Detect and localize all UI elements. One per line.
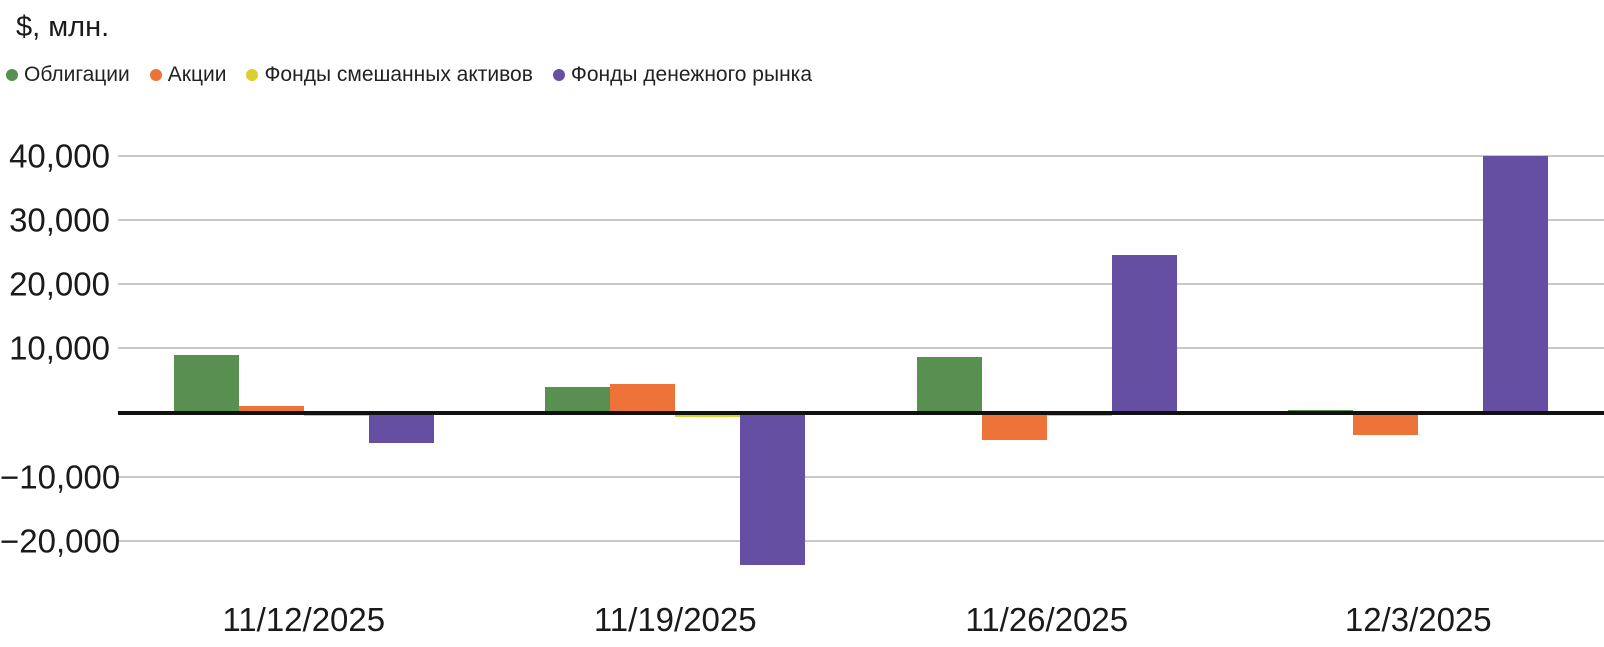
gridline bbox=[118, 218, 1604, 221]
bar[interactable] bbox=[740, 412, 806, 566]
bar[interactable] bbox=[368, 412, 434, 443]
legend-item-label: Фонды смешанных активов bbox=[264, 63, 533, 86]
x-axis-category-label: 11/26/2025 bbox=[965, 601, 1129, 638]
legend-marker-icon bbox=[149, 69, 162, 81]
bar[interactable] bbox=[238, 406, 304, 413]
y-axis-tick-label: −10,000 bbox=[0, 458, 121, 496]
bar[interactable] bbox=[675, 412, 741, 417]
x-axis-category-label: 11/19/2025 bbox=[593, 601, 757, 638]
bar[interactable] bbox=[916, 357, 982, 413]
chart-title: $, млн. bbox=[16, 11, 110, 43]
legend-item-label: Акции bbox=[167, 63, 227, 86]
legend-marker-icon bbox=[552, 69, 565, 81]
y-axis-tick-label: 10,000 bbox=[9, 329, 110, 367]
y-axis-tick-label: 30,000 bbox=[9, 201, 110, 239]
bar[interactable] bbox=[1353, 412, 1419, 435]
y-axis-tick-label: 40,000 bbox=[9, 137, 110, 175]
gridline bbox=[118, 347, 1604, 350]
gridline bbox=[118, 539, 1604, 542]
legend-marker-icon bbox=[246, 69, 259, 81]
legend-item[interactable]: Фонды денежного рынка bbox=[552, 63, 813, 87]
legend-item-label: Фонды денежного рынка bbox=[570, 63, 813, 86]
legend-marker-icon bbox=[6, 69, 18, 81]
legend: Облигации Акции Фонды смешанных активов Фон… bbox=[6, 63, 812, 87]
legend-item[interactable]: Фонды смешанных активов bbox=[246, 63, 533, 87]
bar[interactable] bbox=[545, 386, 611, 413]
gridline bbox=[118, 283, 1604, 286]
bar[interactable] bbox=[981, 412, 1047, 441]
legend-item-label: Облигации bbox=[24, 63, 130, 86]
y-axis-tick-label: −20,000 bbox=[0, 522, 121, 560]
legend-item[interactable]: Акции bbox=[149, 63, 227, 87]
x-axis-zero-line bbox=[118, 410, 1604, 415]
gridline bbox=[118, 154, 1604, 157]
x-axis-category-label: 12/3/2025 bbox=[1344, 601, 1492, 638]
bar[interactable] bbox=[1111, 255, 1177, 413]
y-axis-tick-label: 20,000 bbox=[9, 265, 110, 303]
bar[interactable] bbox=[1483, 156, 1549, 413]
legend-item[interactable]: Облигации bbox=[6, 63, 130, 87]
bar[interactable] bbox=[173, 354, 239, 413]
bar[interactable] bbox=[610, 383, 676, 413]
x-axis-category-label: 11/12/2025 bbox=[222, 601, 386, 638]
gridline bbox=[118, 475, 1604, 478]
